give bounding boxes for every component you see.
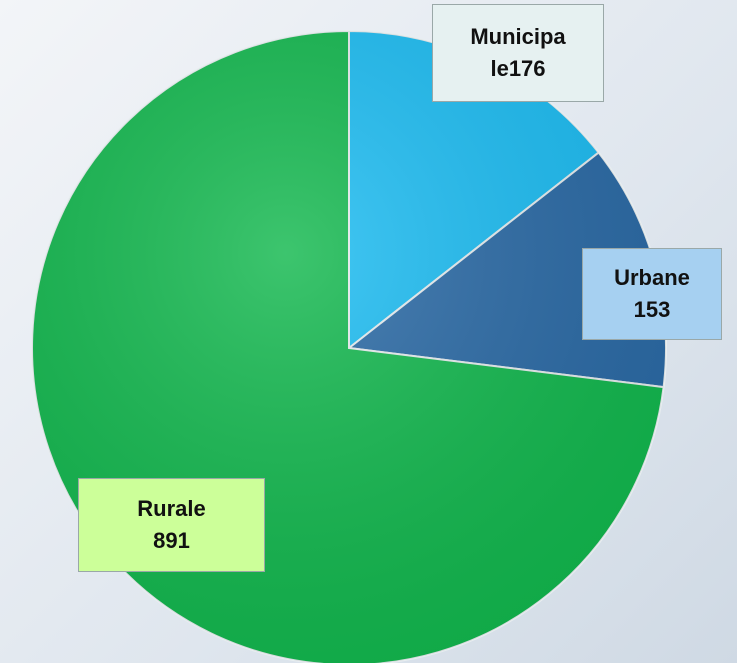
label-value: 153 bbox=[633, 297, 671, 322]
label-name: Rurale bbox=[137, 496, 206, 521]
data-label: Urbane 153 bbox=[582, 248, 722, 340]
label-name: Municipale bbox=[470, 24, 566, 81]
data-label: Municipale176 bbox=[432, 4, 604, 102]
label-value: 176 bbox=[508, 56, 546, 81]
label-value: 891 bbox=[153, 528, 190, 553]
label-name: Urbane bbox=[614, 265, 690, 290]
data-label: Rurale 891 bbox=[78, 478, 265, 572]
